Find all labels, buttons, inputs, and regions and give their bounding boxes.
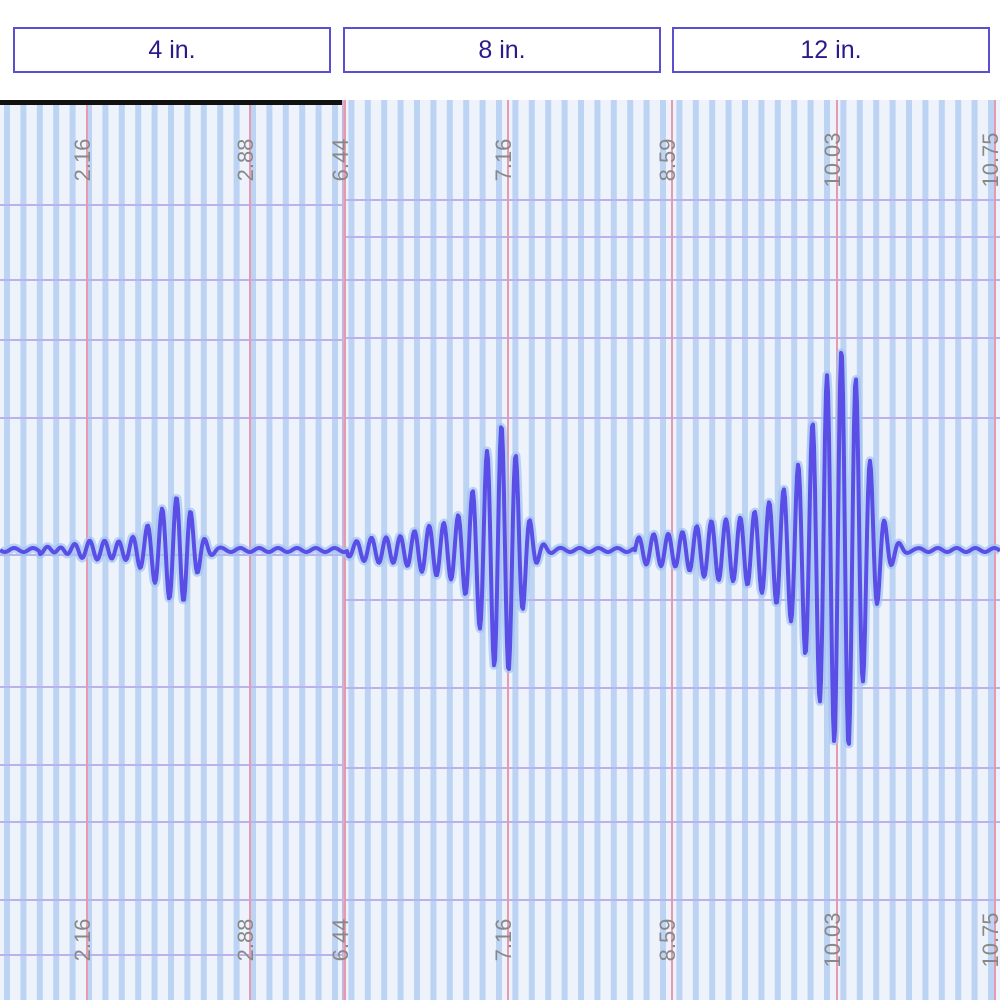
marker-label: 10.75 xyxy=(978,912,1000,967)
marker-label: 2.88 xyxy=(233,919,258,962)
button[interactable]: 12 in. xyxy=(672,27,990,73)
marker-label: 7.16 xyxy=(491,139,516,182)
waveform xyxy=(0,350,1000,746)
active-bar xyxy=(0,100,343,105)
button[interactable]: 8 in. xyxy=(343,27,661,73)
marker-label: 10.75 xyxy=(978,132,1000,187)
seismogram: 2.16 2.16 2.88 2.88 6.44 6.44 7.16 7.16 8.59 8.59… xyxy=(0,100,1000,1000)
button[interactable]: 4 in. xyxy=(13,27,331,73)
marker-label: 10.03 xyxy=(820,132,845,187)
marker-label: 8.59 xyxy=(655,919,680,962)
marker-label: 6.44 xyxy=(328,919,353,962)
marker-label: 6.44 xyxy=(328,139,353,182)
marker-label: 10.03 xyxy=(820,912,845,967)
marker-label: 7.16 xyxy=(491,919,516,962)
marker-label: 2.16 xyxy=(70,139,95,182)
marker-label: 8.59 xyxy=(655,139,680,182)
marker-label: 2.16 xyxy=(70,919,95,962)
marker-label: 2.88 xyxy=(233,139,258,182)
